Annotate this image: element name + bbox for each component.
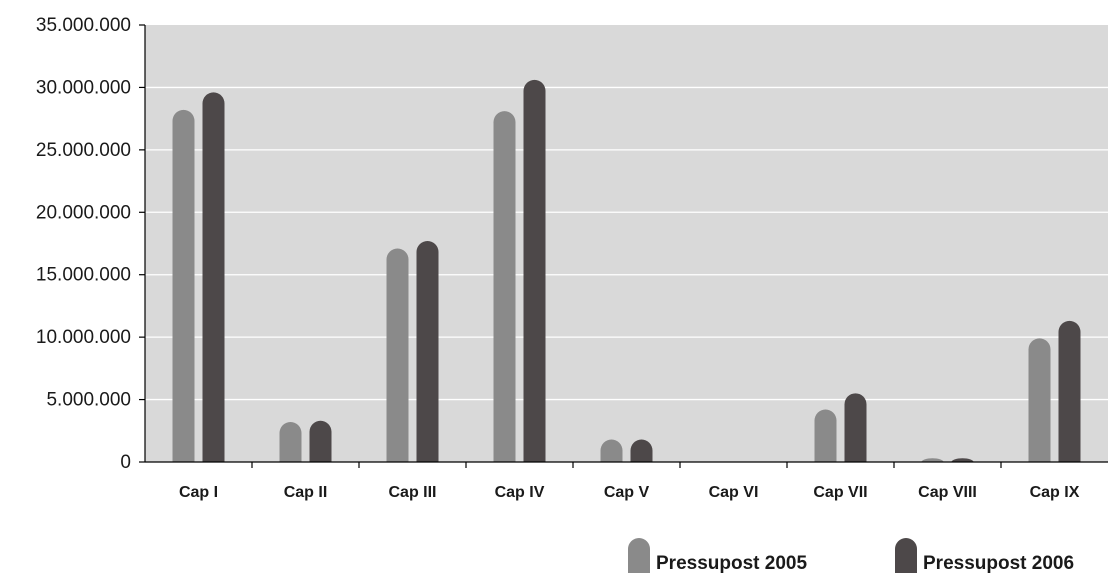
- y-tick-labels: 0 5.000.000 10.000.000 15.000.000 20.000.000…: [36, 15, 131, 473]
- legend: Pressupost 2005 Pressupost 2006: [628, 538, 1074, 574]
- bar-2006: [630, 439, 653, 462]
- y-tick-label: 5.000.000: [46, 390, 131, 411]
- legend-label: Pressupost 2005: [656, 553, 807, 574]
- y-tick-label: 25.000.000: [36, 140, 131, 161]
- x-tick-label: Cap II: [284, 484, 328, 501]
- bar-2006: [951, 458, 974, 462]
- y-tick-label: 30.000.000: [36, 77, 131, 98]
- x-tick-label: Cap I: [179, 484, 218, 501]
- bar-2006: [844, 393, 867, 462]
- y-tick-label: 10.000.000: [36, 327, 131, 348]
- bar-2006: [202, 92, 225, 463]
- legend-label: Pressupost 2006: [923, 553, 1074, 574]
- x-tick-label: Cap V: [604, 484, 650, 501]
- bar-2005: [279, 422, 302, 462]
- bar-2005: [493, 111, 516, 462]
- legend-swatch: [895, 538, 917, 573]
- bar-2005: [814, 409, 837, 462]
- x-tick-label: Cap VI: [709, 484, 759, 501]
- plot-area: [145, 25, 1108, 462]
- gridlines: [145, 86, 1108, 401]
- y-tick-label: 35.000.000: [36, 15, 131, 36]
- bar-2006: [523, 79, 546, 463]
- x-tick-label: Cap IV: [495, 484, 545, 501]
- x-tick-label: Cap III: [388, 484, 436, 501]
- axes: [139, 24, 1108, 468]
- bar-2005: [386, 248, 409, 462]
- bar-2005: [921, 458, 944, 462]
- bar-2006: [309, 420, 332, 462]
- bar-2006: [416, 241, 439, 462]
- bar-2005: [172, 109, 195, 462]
- bar-2006: [1058, 320, 1081, 462]
- bar-2005: [600, 439, 623, 462]
- legend-swatch: [628, 538, 650, 573]
- y-tick-label: 20.000.000: [36, 202, 131, 223]
- y-tick-label: 0: [120, 452, 131, 473]
- x-tick-label: Cap VII: [813, 484, 867, 501]
- x-tick-label: Cap VIII: [918, 484, 977, 501]
- x-tick-labels: Cap I Cap II Cap III Cap IV Cap V Cap VI Cap V…: [179, 484, 1080, 501]
- x-tick-label: Cap IX: [1030, 484, 1080, 501]
- bars: [172, 79, 1081, 463]
- bar-2005: [1028, 338, 1051, 462]
- y-tick-label: 15.000.000: [36, 265, 131, 286]
